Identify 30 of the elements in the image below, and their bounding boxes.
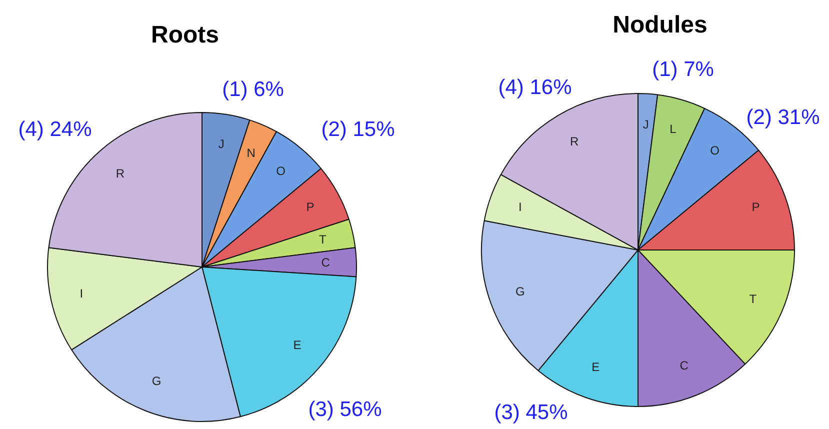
chart-title: Nodules <box>612 12 708 39</box>
slice-label: J <box>218 137 224 152</box>
text: (3) 45% <box>494 400 568 424</box>
text: (4) 24% <box>18 118 92 141</box>
slice-label: C <box>321 255 330 270</box>
slice-label: P <box>752 200 760 214</box>
slice-label: T <box>318 232 327 246</box>
text: (1) 7% <box>652 58 714 81</box>
slice-label: G <box>516 284 525 299</box>
slice-label: N <box>246 146 256 160</box>
slice-label: E <box>293 338 302 352</box>
slice-label: T <box>749 292 758 306</box>
slice-label: C <box>680 358 689 373</box>
slice-label: R <box>116 166 125 181</box>
text: (2) 31% <box>746 106 820 129</box>
chart-title: Roots <box>151 22 219 49</box>
slice-label: R <box>570 134 579 149</box>
slice-label: E <box>592 360 600 374</box>
slice-label: J <box>642 117 649 132</box>
slice-label: O <box>276 164 286 178</box>
slice-label: I <box>80 286 84 300</box>
slice-label: P <box>306 200 314 214</box>
slice-label: I <box>518 200 522 214</box>
slice-label: L <box>670 122 677 136</box>
text: (1) 6% <box>222 78 284 101</box>
slice-label: O <box>710 143 720 158</box>
text: (3) 56% <box>308 398 382 421</box>
text: (4) 16% <box>498 76 572 99</box>
slice-label: G <box>152 374 162 388</box>
text: (2) 15% <box>321 118 395 141</box>
